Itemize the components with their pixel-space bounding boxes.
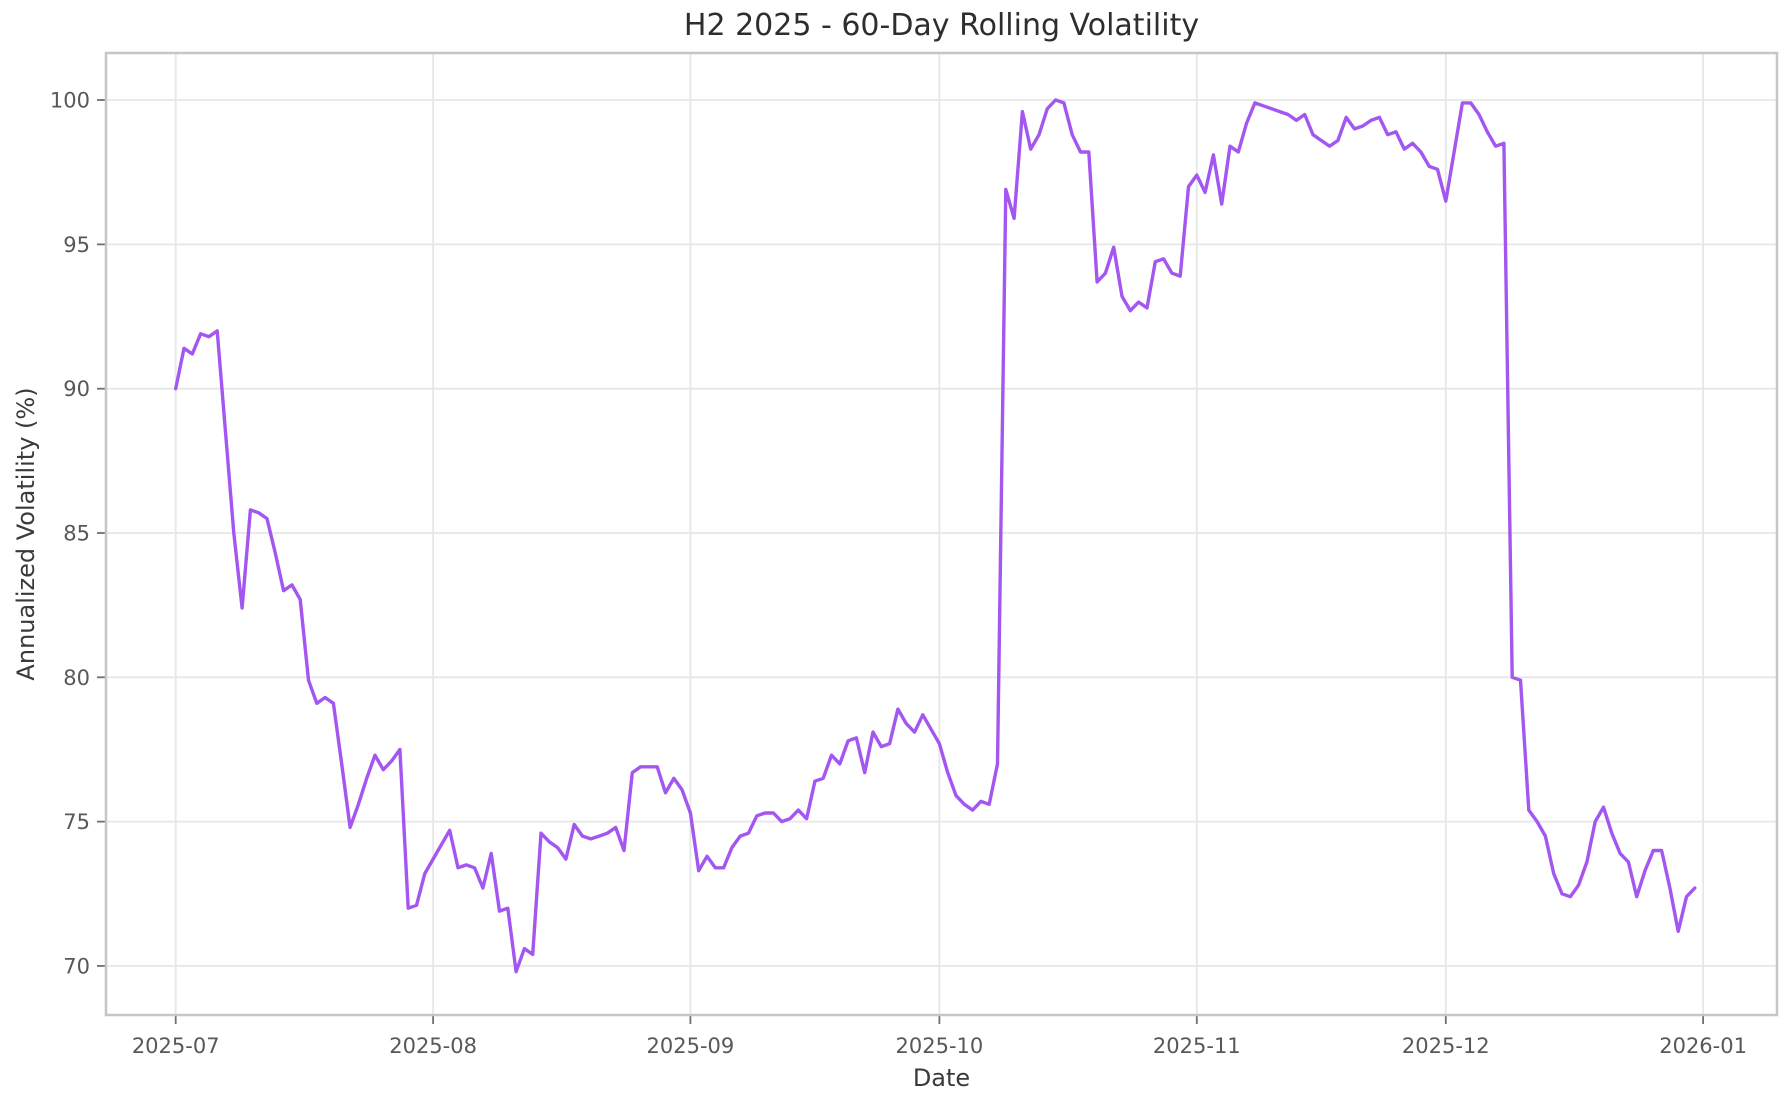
y-axis-title: Annualized Volatility (%) <box>12 387 40 681</box>
volatility-series-line <box>174 98 1697 974</box>
x-tick-label: 2026-01 <box>1659 1034 1747 1058</box>
y-tick-label: 95 <box>63 233 90 257</box>
x-tick-label: 2025-08 <box>389 1034 477 1058</box>
y-tick-label: 85 <box>63 522 90 546</box>
y-tick-label: 80 <box>63 666 90 690</box>
x-tick-label: 2025-10 <box>896 1034 984 1058</box>
chart-title: H2 2025 - 60-Day Rolling Volatility <box>683 8 1200 43</box>
y-tick-label: 90 <box>63 377 90 401</box>
x-tick-label: 2025-12 <box>1402 1034 1490 1058</box>
y-tick-label: 70 <box>63 954 90 978</box>
x-axis-title: Date <box>912 1064 971 1092</box>
x-tick-label: 2025-09 <box>647 1034 735 1058</box>
x-tick-label: 2025-07 <box>132 1034 220 1058</box>
y-tick-label: 100 <box>50 89 90 113</box>
plot-frame <box>104 51 1779 1017</box>
x-tick-label: 2025-11 <box>1153 1034 1241 1058</box>
y-tick-label: 75 <box>63 810 90 834</box>
